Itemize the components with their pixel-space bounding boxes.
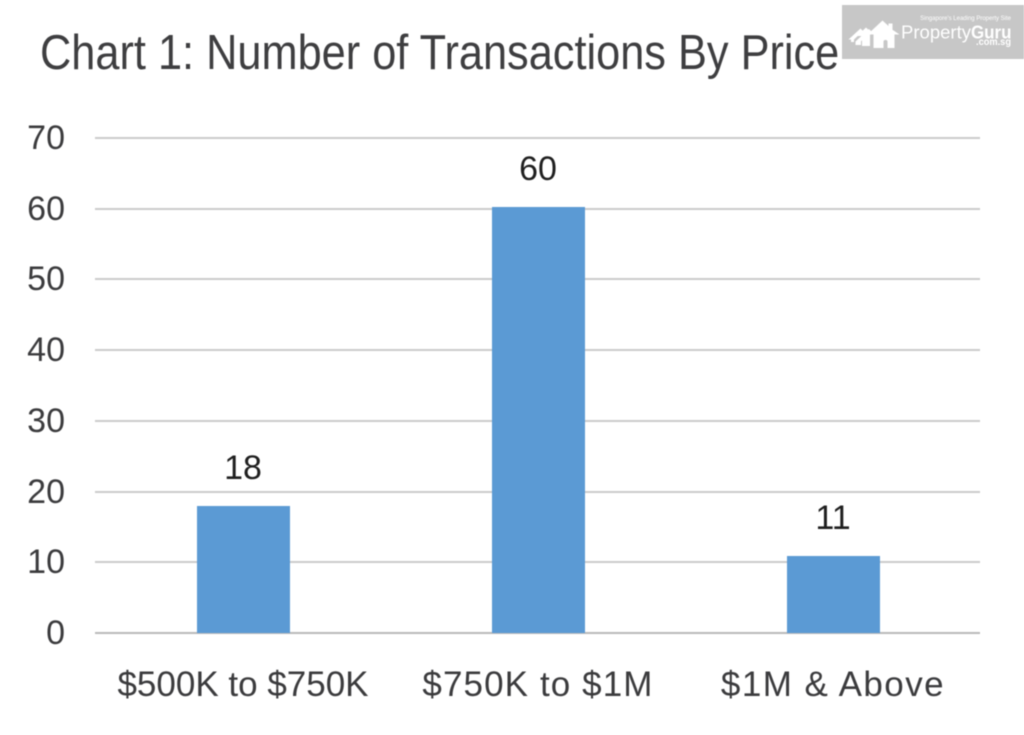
svg-text:Property: Property	[901, 22, 972, 43]
svg-text:Guru: Guru	[971, 22, 1012, 43]
svg-text:.com.sg: .com.sg	[976, 36, 1011, 48]
svg-text:Singapore's Leading Property S: Singapore's Leading Property Site	[920, 16, 1012, 22]
